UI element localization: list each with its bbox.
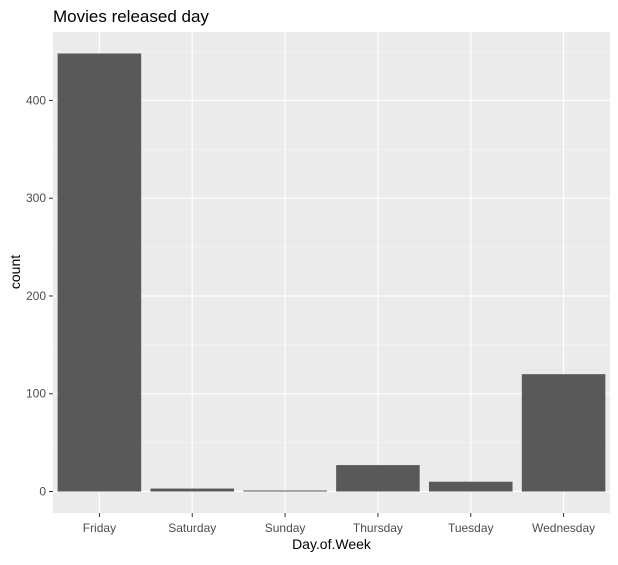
- x-axis-title: Day.of.Week: [292, 536, 372, 552]
- x-tick-label: Thursday: [353, 521, 403, 535]
- bar-saturday: [150, 488, 235, 492]
- bar-thursday: [336, 465, 420, 492]
- x-tick-label: Friday: [83, 521, 116, 535]
- y-tick-label: 0: [39, 484, 46, 498]
- y-tick-label: 400: [26, 93, 46, 107]
- bar-friday: [57, 53, 142, 492]
- chart-title: Movies released day: [53, 7, 209, 26]
- x-axis: Friday Saturday Sunday Thursday Tuesday Wedne…: [83, 513, 595, 535]
- y-tick-label: 100: [26, 387, 46, 401]
- y-tick-label: 200: [26, 289, 46, 303]
- y-axis: 0 100 200 300 400: [26, 93, 53, 498]
- x-tick-label: Sunday: [265, 521, 306, 535]
- y-tick-label: 300: [26, 191, 46, 205]
- x-tick-label: Saturday: [168, 521, 216, 535]
- bar-wednesday: [521, 374, 606, 492]
- bar-tuesday: [428, 481, 513, 492]
- y-axis-title: count: [7, 255, 23, 289]
- plot-panel: [53, 32, 610, 513]
- x-tick-label: Tuesday: [448, 521, 494, 535]
- bar-sunday: [243, 490, 327, 492]
- bars: [57, 53, 606, 492]
- x-tick-label: Wednesday: [532, 521, 595, 535]
